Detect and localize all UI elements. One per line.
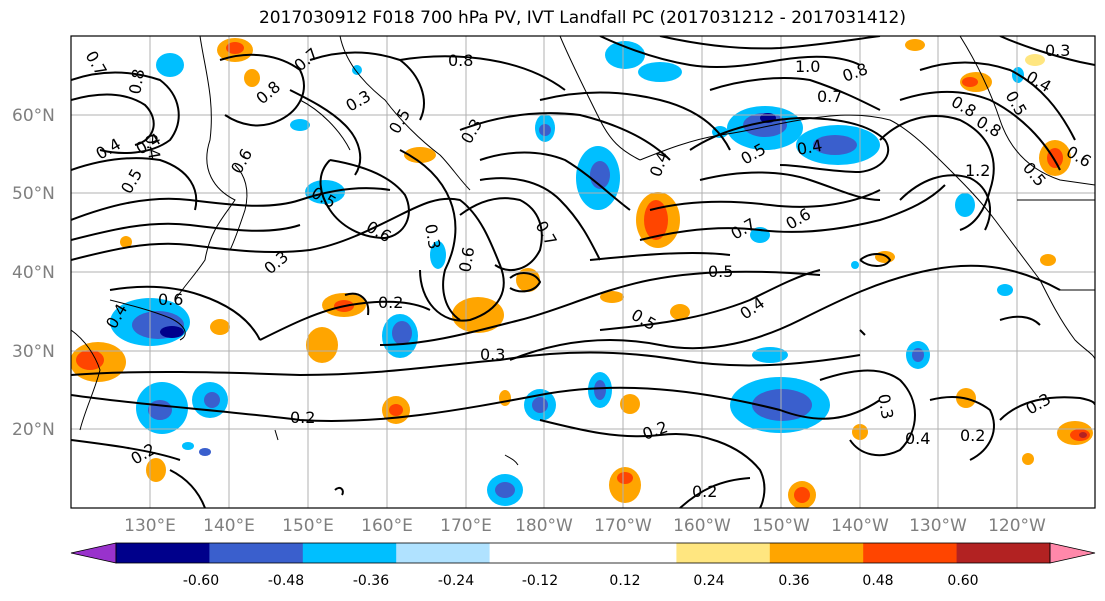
graticule xyxy=(71,36,1095,508)
colorbar-segment xyxy=(489,543,584,563)
contour-label: 0.8 xyxy=(125,67,148,95)
colorbar-tick-label: 0.60 xyxy=(947,573,978,589)
colorbar-tick-label: -0.24 xyxy=(438,573,474,589)
contour-label: 0.5 xyxy=(708,262,733,281)
contour-label: 1.2 xyxy=(965,161,990,180)
colorbar-extend-min xyxy=(70,542,117,564)
colorbar-segment xyxy=(583,543,677,563)
shaded-anomalies xyxy=(71,38,1093,508)
contour-label: 0.6 xyxy=(455,245,478,273)
lat-label: 20°N xyxy=(12,420,55,440)
colorbar-tick-label: -0.36 xyxy=(353,573,389,589)
contour-label: 0.2 xyxy=(692,482,717,501)
lon-label: 170°E xyxy=(440,516,492,536)
latitude-labels: 60°N 50°N 40°N 30°N 20°N xyxy=(12,106,55,440)
colorbar-tick-label: -0.48 xyxy=(268,573,304,589)
colorbar-segment xyxy=(209,543,304,563)
colorbar-segment xyxy=(396,543,491,563)
contour-label: 0.4 xyxy=(795,136,823,159)
longitude-labels: 130°E 140°E 150°E 160°E 170°E 180°W 170°… xyxy=(124,516,1046,536)
contour-label: 0.3 xyxy=(480,345,505,364)
contour-label: 0.3 xyxy=(421,222,444,250)
contour-label: 0.7 xyxy=(817,87,842,106)
map-frame xyxy=(70,35,1096,509)
lat-label: 30°N xyxy=(12,342,55,362)
colorbar-tick-label: 0.48 xyxy=(862,573,893,589)
contour-label: 0.4 xyxy=(905,429,930,448)
lat-label: 40°N xyxy=(12,263,55,283)
contour-label: 0.2 xyxy=(290,408,315,427)
contour-label: 0.3 xyxy=(874,392,897,420)
lon-label: 140°E xyxy=(203,516,255,536)
contour-label: 0.6 xyxy=(158,290,183,309)
lon-label: 150°E xyxy=(282,516,334,536)
contour-label: 0.2 xyxy=(960,426,985,445)
pv-contours xyxy=(71,36,1095,508)
contour-label: 0.3 xyxy=(1045,41,1070,60)
lon-label: 170°W xyxy=(594,516,652,536)
contour-label: 0.8 xyxy=(448,51,473,70)
colorbar-tick-label: -0.12 xyxy=(522,573,558,589)
map-title: 2017030912 F018 700 hPa PV, IVT Landfall… xyxy=(258,8,906,28)
colorbar-tick-labels: -0.60 -0.48 -0.36 -0.24 -0.12 0.12 0.24 … xyxy=(183,573,979,589)
colorbar-segment xyxy=(769,543,864,563)
lon-label: 160°W xyxy=(673,516,731,536)
lon-label: 140°W xyxy=(831,516,889,536)
lat-label: 60°N xyxy=(12,106,55,126)
lon-label: 130°W xyxy=(909,516,967,536)
colorbar-extend-max xyxy=(1049,542,1096,564)
lon-label: 150°W xyxy=(752,516,810,536)
colorbar-tick-label: 0.36 xyxy=(778,573,809,589)
colorbar-tick-label: 0.12 xyxy=(609,573,640,589)
colorbar-tick-label: 0.24 xyxy=(693,573,724,589)
colorbar-segment xyxy=(863,543,958,563)
colorbar xyxy=(70,542,1096,564)
contour-label: 0.2 xyxy=(378,293,403,312)
colorbar-outline xyxy=(115,542,1051,564)
colorbar-tick-label: -0.60 xyxy=(183,573,219,589)
lon-label: 180°W xyxy=(515,516,573,536)
lon-label: 120°W xyxy=(988,516,1046,536)
colorbar-segment xyxy=(302,543,397,563)
colorbar-segment xyxy=(676,543,771,563)
colorbar-segment xyxy=(116,543,210,563)
lat-label: 50°N xyxy=(12,184,55,204)
contour-label: 1.0 xyxy=(795,57,820,76)
lon-label: 130°E xyxy=(124,516,176,536)
contour-label: 0.4 xyxy=(141,132,164,160)
lon-label: 160°E xyxy=(361,516,413,536)
colorbar-segment xyxy=(956,543,1051,563)
